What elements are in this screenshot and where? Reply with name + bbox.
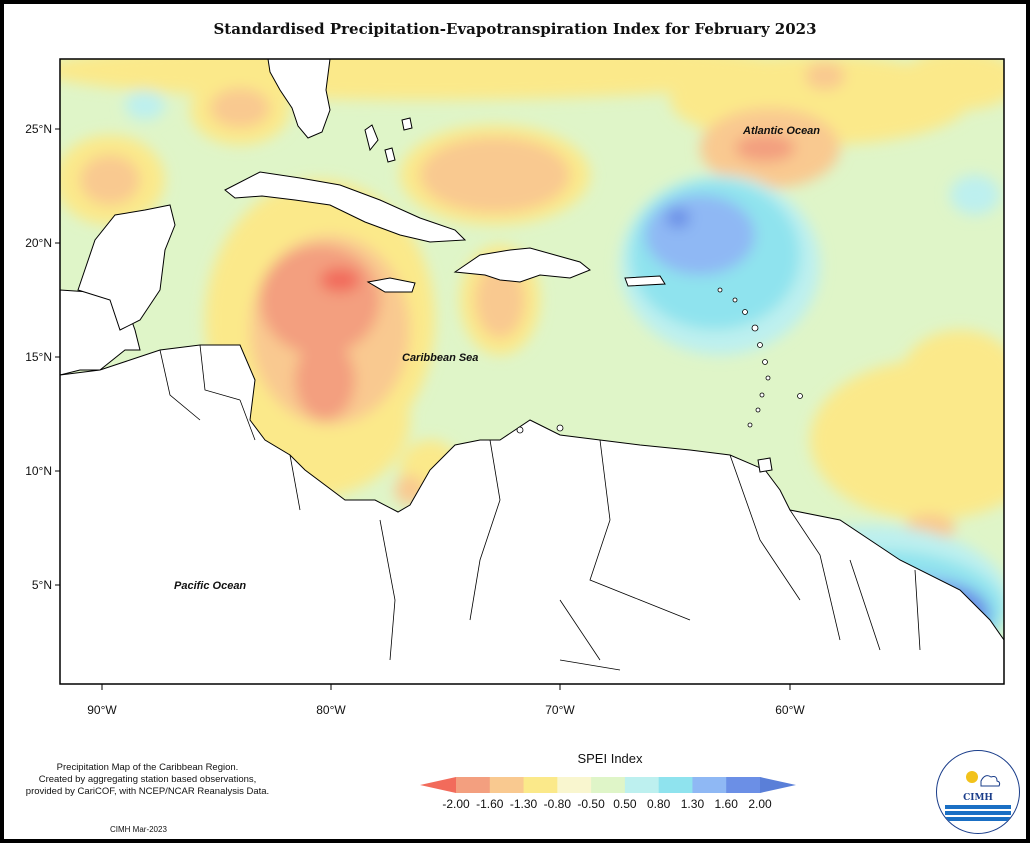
legend-swatch [456,777,491,793]
lon-axis: 90°W 80°W 70°W 60°W [87,684,805,717]
land-masses [60,59,1004,684]
trinidad-land [757,457,773,473]
legend-label: -0.80 [543,797,572,811]
legend-swatch [624,777,660,793]
legend-label: 1.30 [680,797,705,811]
legend-label: -1.30 [509,797,538,811]
pacific-ocean-label: Pacific Ocean [174,580,246,592]
legend-swatch [557,777,592,793]
caribbean-sea-label: Caribbean Sea [402,352,478,364]
jamaica-land [366,277,416,293]
central-south-america-land [60,344,1004,684]
cimh-logo-text: CIMH [963,793,993,803]
lat-tick-label: 20°N [25,236,52,250]
caption-line: Precipitation Map of the Caribbean Regio… [56,762,239,773]
legend-title: SPEI Index [577,751,643,766]
legend-label: 0.80 [646,797,671,811]
legend-labels: -2.00 -1.60 -1.30 -0.80 -0.50 0.50 0.80 1.30 1.6… [0,797,1030,813]
legend-label: 2.00 [748,797,772,811]
lat-tick-label: 15°N [25,350,52,364]
lesser-antilles [516,287,803,434]
lon-tick-label: 70°W [545,703,575,717]
legend-swatch [489,777,525,793]
lat-tick-label: 10°N [25,464,52,478]
hispaniola-land [453,247,591,283]
bahamas-island [401,117,413,131]
lat-tick-label: 25°N [25,122,52,136]
legend-swatch [726,777,761,793]
bahamas-island [384,147,396,163]
florida-land [267,59,331,139]
map-credit: CIMH Mar-2023 [110,825,167,834]
sun-icon [966,771,978,783]
legend-label: 0.50 [613,797,637,811]
legend-color-bar [420,777,796,793]
caption-line: Created by aggregating station based obs… [38,774,257,785]
wave-icon [945,805,1011,809]
legend-swatch [523,777,558,793]
lat-axis: 25°N 20°N 15°N 10°N 5°N [25,122,60,592]
map-caption: Precipitation Map of the Caribbean Regio… [10,762,285,798]
bahamas-island [364,124,379,152]
legend-label: 1.60 [714,797,738,811]
legend-swatch [658,777,693,793]
atlantic-ocean-label: Atlantic Ocean [742,125,820,137]
cimh-logo: CIMH [936,750,1020,834]
lat-tick-label: 5°N [32,578,52,592]
map-frame [59,58,1005,685]
legend-swatch [420,777,456,793]
legend-swatch [760,777,796,793]
cimh-logo-graphic [945,771,1011,821]
map-title: Standardised Precipitation-Evapotranspir… [213,20,817,38]
cuba-land [224,171,467,243]
country-borders [159,344,921,671]
caption-line: provided by CariCOF, with NCEP/NCAR Rean… [25,786,270,797]
lon-tick-label: 90°W [87,703,117,717]
legend-label: -1.60 [476,797,504,811]
legend-label: -2.00 [442,797,470,811]
legend-label: -0.50 [577,797,605,811]
lon-tick-label: 60°W [775,703,805,717]
legend-swatch [692,777,727,793]
legend-swatch [591,777,626,793]
cloud-icon [980,775,1001,787]
lon-tick-label: 80°W [316,703,346,717]
yucatan-land [77,204,176,331]
puerto-rico-land [624,275,666,287]
